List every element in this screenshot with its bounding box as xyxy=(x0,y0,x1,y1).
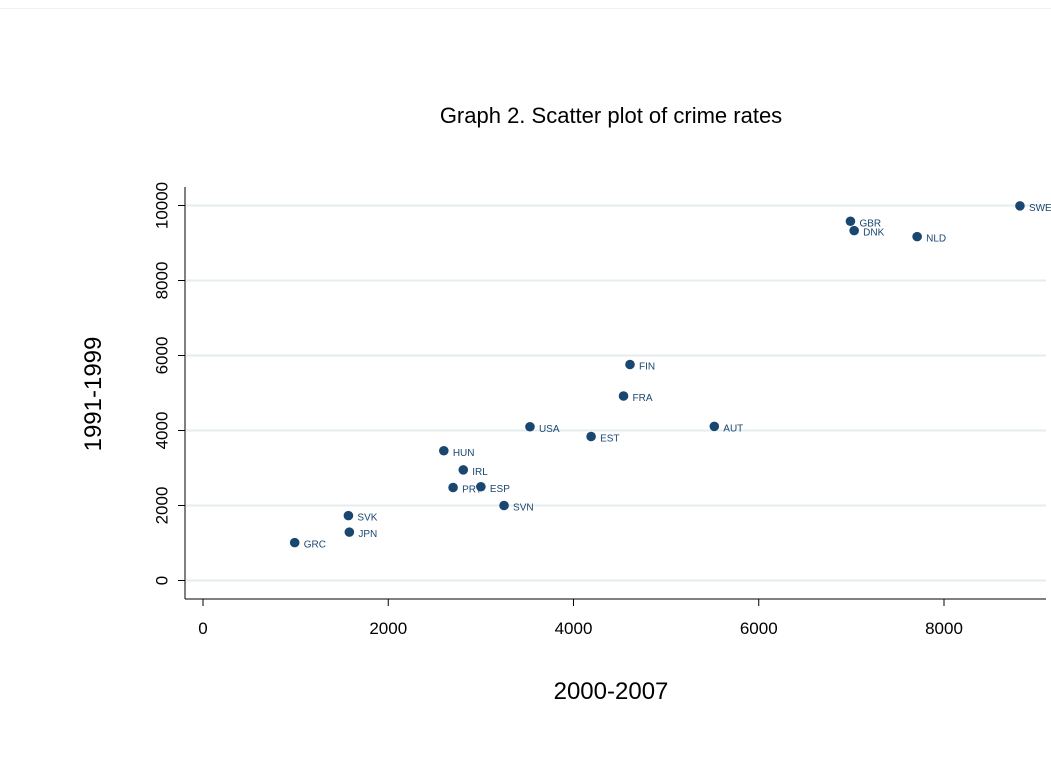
scatter-point-dnk xyxy=(849,225,859,236)
point-label-gbr: GBR xyxy=(859,218,881,229)
scatter-point-swe xyxy=(1015,201,1025,211)
point-label-svk: SVK xyxy=(357,513,377,524)
scatter-point-gbr xyxy=(845,216,856,227)
scatter-point-fin xyxy=(625,359,635,370)
scatter-point-svk xyxy=(343,510,354,521)
point-label-aut: AUT xyxy=(723,423,743,434)
point-label-esp: ESP xyxy=(490,484,510,495)
point-label-irl: IRL xyxy=(472,467,488,478)
scatter-point-esp xyxy=(476,481,486,492)
y-tick-label: 4000 xyxy=(152,412,171,450)
point-label-fin: FIN xyxy=(639,362,655,373)
point-label-svn: SVN xyxy=(513,503,534,514)
top-divider xyxy=(0,8,1051,9)
scatter-point-aut xyxy=(709,421,720,432)
y-tick-label: 2000 xyxy=(152,487,171,525)
scatter-point-svn xyxy=(499,500,509,511)
scatter-point-grc xyxy=(289,537,300,548)
scatter-point-est xyxy=(586,431,596,442)
scatter-point-usa xyxy=(525,421,535,432)
x-axis-title: 2000-2007 xyxy=(554,678,669,705)
point-label-jpn: JPN xyxy=(358,529,377,540)
x-tick-label: 8000 xyxy=(925,619,963,638)
chart-title: Graph 2. Scatter plot of crime rates xyxy=(440,103,782,128)
x-tick-label: 6000 xyxy=(740,619,778,638)
scatter-point-irl xyxy=(458,465,469,475)
point-label-est: EST xyxy=(600,434,619,445)
point-label-prt: PRT xyxy=(462,485,482,496)
point-label-hun: HUN xyxy=(453,448,475,459)
scatter-point-nld xyxy=(912,231,922,242)
scatter-point-hun xyxy=(439,445,449,456)
point-label-fra: FRA xyxy=(633,393,653,404)
x-tick-label: 2000 xyxy=(369,619,407,638)
point-label-swe: SWE xyxy=(1029,203,1051,214)
y-tick-label: 6000 xyxy=(152,337,171,375)
y-tick-label: 0 xyxy=(152,576,171,585)
point-label-grc: GRC xyxy=(304,540,326,551)
x-tick-label: 0 xyxy=(198,619,207,638)
x-tick-label: 4000 xyxy=(555,619,593,638)
y-axis-title: 1991-1999 xyxy=(80,337,107,452)
point-label-usa: USA xyxy=(539,424,560,435)
point-label-dnk: DNK xyxy=(863,228,884,239)
scatter-point-prt xyxy=(448,482,458,493)
y-tick-label: 10000 xyxy=(152,182,171,229)
point-label-nld: NLD xyxy=(926,234,946,245)
scatter-point-jpn xyxy=(344,527,355,537)
axes: 0 2000 4000 6000 8000 10000 0 2000 4000 6000 8000 xyxy=(152,182,1046,638)
y-tick-label: 8000 xyxy=(152,262,171,300)
gridlines xyxy=(186,204,1046,582)
scatter-point-fra xyxy=(618,391,629,401)
